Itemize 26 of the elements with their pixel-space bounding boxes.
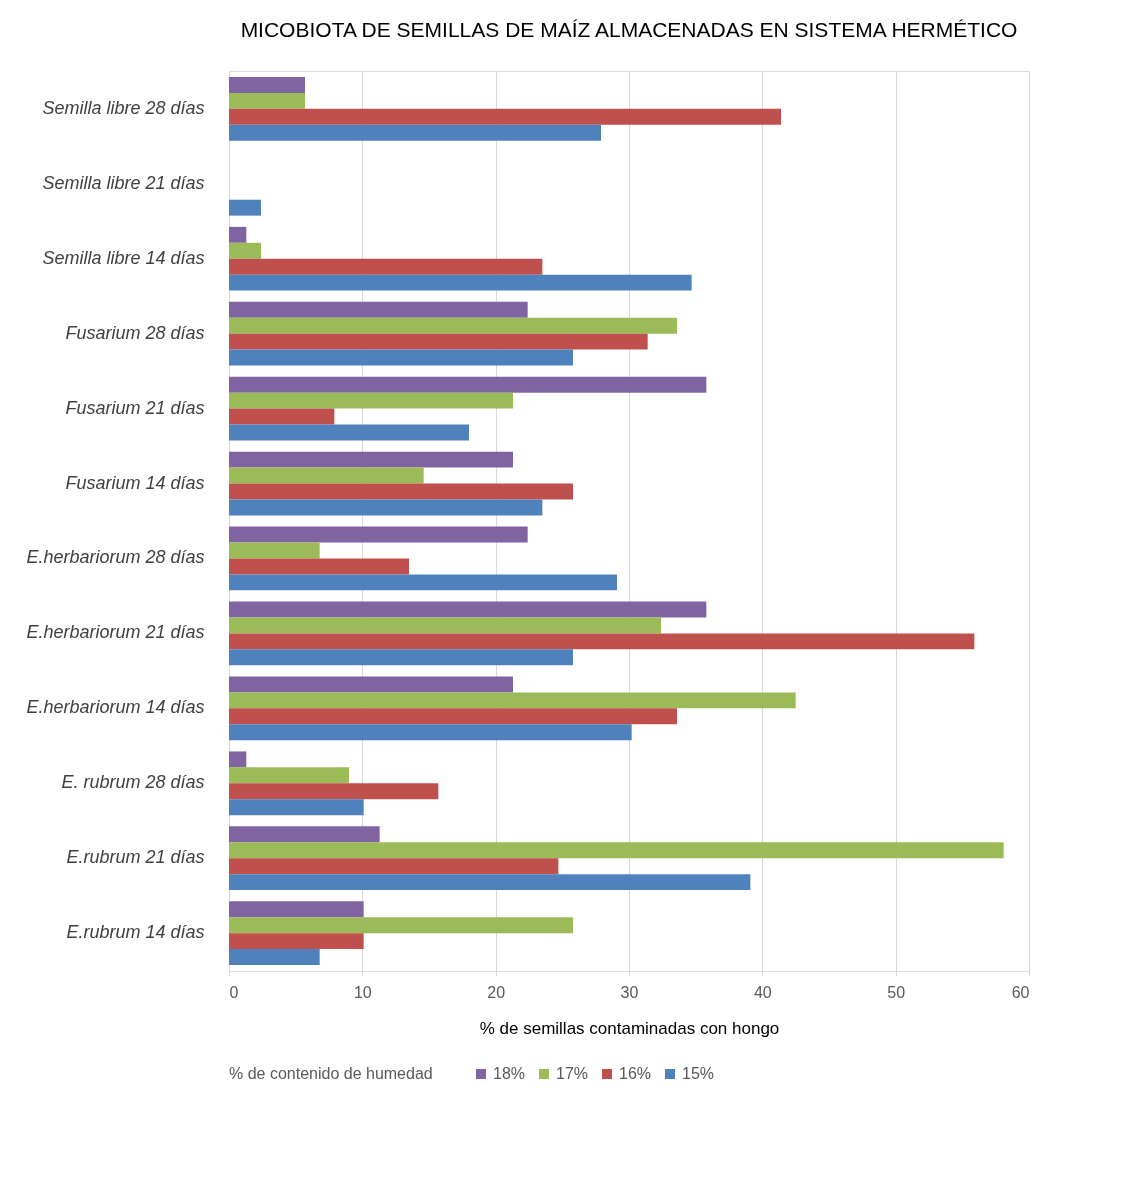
y-tick-label: E. rubrum 28 días (61, 772, 205, 793)
legend-label: 15% (682, 1065, 715, 1082)
x-tick-label: 40 (753, 983, 772, 1001)
legend-label: 16% (619, 1065, 652, 1082)
x-tick-label: 50 (887, 983, 906, 1001)
y-tick-label: Semilla libre 21 días (42, 172, 205, 193)
x-tick-label: 60 (1011, 983, 1030, 1001)
x-tick-label: 10 (353, 983, 372, 1001)
x-axis-title: % de semillas contaminadas con hongo (479, 1018, 780, 1038)
y-tick-label: E.rubrum 14 días (66, 922, 205, 943)
y-tick-label: Semilla libre 14 días (42, 247, 205, 268)
y-tick-label: Fusarium 28 días (65, 322, 205, 343)
y-tick-label: E.herbariorum 21 días (26, 622, 205, 643)
x-tick-label: 0 (229, 983, 239, 1001)
x-tick-label: 30 (620, 983, 639, 1001)
y-tick-label: Fusarium 21 días (65, 397, 205, 418)
legend-title: % de contenido de humedad (229, 1065, 433, 1082)
x-tick-label: 20 (487, 983, 506, 1001)
legend-label: 18% (493, 1065, 526, 1082)
chart-title: MICOBIOTA DE SEMILLAS DE MAÍZ ALMACENADAS EN SISTEMA HERMÉTICO (240, 18, 1018, 41)
y-tick-label: E.herbariorum 28 días (26, 547, 205, 568)
y-tick-label: Fusarium 14 días (65, 472, 205, 493)
y-tick-label: E.herbariorum 14 días (26, 697, 205, 718)
y-tick-label: Semilla libre 28 días (42, 97, 205, 118)
y-tick-label: E.rubrum 21 días (66, 847, 205, 868)
legend-label: 17% (556, 1065, 589, 1082)
